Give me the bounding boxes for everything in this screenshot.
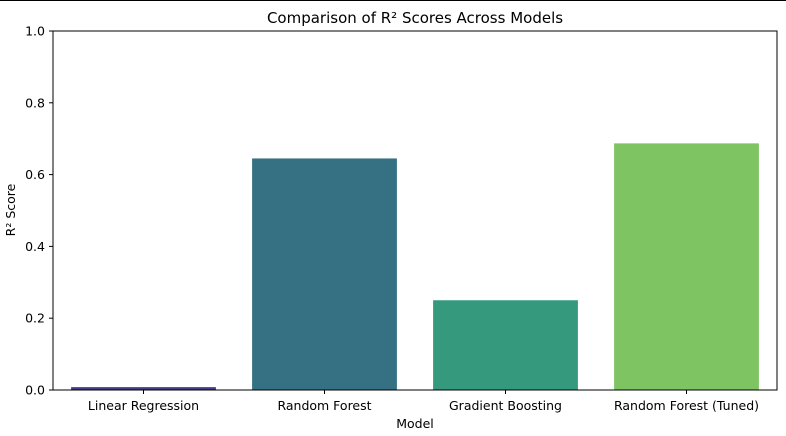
bars-layer <box>71 143 759 390</box>
y-tick-label: 0.4 <box>25 239 45 254</box>
x-axis: Linear Regression Random Forest Gradient B… <box>88 390 759 413</box>
bar-random-forest <box>252 158 397 390</box>
x-tick-label: Linear Regression <box>88 398 199 413</box>
x-tick-label: Gradient Boosting <box>449 398 562 413</box>
plot-frame <box>52 30 778 391</box>
bar-linear-regression <box>71 387 216 390</box>
bar-random-forest-tuned <box>614 143 759 390</box>
x-axis-label: Model <box>396 416 434 431</box>
bar-gradient-boosting <box>433 300 578 390</box>
y-tick-label: 0.2 <box>25 311 45 326</box>
y-tick-label: 0.6 <box>25 167 45 182</box>
y-tick-label: 0.8 <box>25 95 45 110</box>
y-tick-label: 1.0 <box>25 24 45 39</box>
top-border-line <box>0 0 786 1</box>
y-axis: 0.0 0.2 0.4 0.6 0.8 1.0 <box>25 24 53 398</box>
x-tick-label: Random Forest (Tuned) <box>614 398 759 413</box>
y-axis-label: R² Score <box>3 183 18 236</box>
x-tick-label: Random Forest <box>277 398 371 413</box>
chart-title: Comparison of R² Scores Across Models <box>267 9 563 27</box>
y-tick-label: 0.0 <box>25 383 45 398</box>
